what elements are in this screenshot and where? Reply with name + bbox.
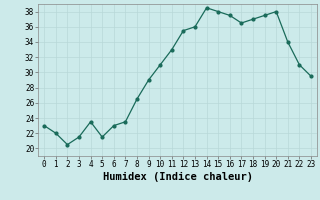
X-axis label: Humidex (Indice chaleur): Humidex (Indice chaleur): [103, 172, 252, 182]
